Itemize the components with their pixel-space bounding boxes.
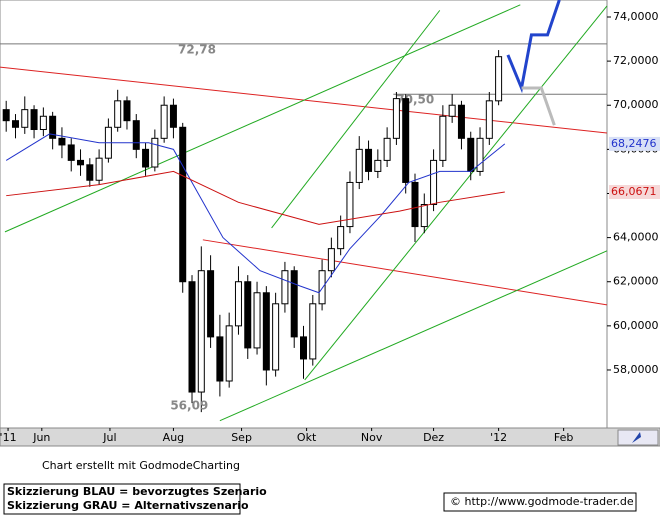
x-tick-label: '11: [0, 431, 17, 444]
candle-body: [309, 303, 317, 360]
candle-body: [411, 181, 419, 228]
candle-body: [244, 281, 252, 349]
x-tick-label: Feb: [554, 431, 573, 444]
candle-body: [30, 109, 38, 131]
candle-body: [262, 292, 270, 371]
candle-body: [39, 115, 47, 131]
candle-body: [49, 115, 57, 139]
candle-body: [300, 336, 307, 360]
legend-box: [3, 483, 241, 515]
moving-average: [6, 170, 505, 225]
candle-body: [21, 109, 29, 128]
candle-body: [86, 164, 94, 181]
y-tick-label: 70,0000: [613, 98, 659, 111]
y-tick-label: 74,0000: [613, 10, 659, 23]
candle-body: [346, 181, 354, 228]
moving-average: [5, 133, 506, 294]
x-tick-label: Okt: [297, 431, 317, 444]
y-tick-label: 64,0000: [613, 231, 659, 244]
candle-body: [114, 100, 122, 128]
x-tick-label: Sep: [231, 431, 252, 444]
trend-line: [271, 10, 441, 229]
x-tick-label: Jun: [32, 431, 50, 444]
candle-body: [430, 159, 438, 206]
level-label: 72,78: [178, 42, 216, 56]
candle-body: [457, 104, 465, 139]
y-tick-label: 58,0000: [613, 363, 659, 376]
legend-text: Skizzierung BLAU = bevorzugtes Szenario: [7, 485, 267, 498]
candle-body: [179, 126, 187, 283]
value-label-box: [609, 185, 660, 200]
trend-line: [304, 5, 608, 381]
credit: Chart erstellt mit GodmodeCharting: [42, 459, 240, 472]
level-label: 70,50: [396, 93, 434, 107]
x-tick-label: Nov: [361, 431, 383, 444]
candle-body: [374, 159, 382, 172]
candle-body: [495, 56, 503, 102]
scenario-path: [506, 0, 561, 94]
x-tick-label: Aug: [163, 431, 184, 444]
tool-icon-glyph: [632, 432, 641, 443]
candle-body: [132, 120, 140, 150]
candle-body: [337, 226, 345, 250]
x-tick-label: '12: [490, 431, 507, 444]
candle-body: [253, 292, 261, 349]
scenario-path: [521, 86, 556, 126]
value-label: 68,2476: [611, 137, 657, 150]
candle-body: [225, 325, 233, 382]
candle-body: [467, 137, 475, 172]
candle-body: [77, 159, 85, 166]
candle-body: [151, 137, 159, 168]
candle-body: [355, 148, 363, 183]
low-label: 56,09: [170, 399, 208, 413]
candle-body: [272, 303, 280, 371]
candle-body: [67, 144, 75, 161]
candle-body: [234, 281, 242, 327]
candle-body: [402, 98, 410, 183]
candle-body: [485, 100, 493, 139]
x-tick-label: Jul: [102, 431, 116, 444]
candle-body: [476, 137, 484, 172]
candle-body: [216, 336, 224, 382]
candle-body: [169, 104, 177, 128]
candle-body: [439, 115, 447, 161]
y-tick-label: 62,0000: [613, 275, 659, 288]
source-box: [443, 492, 637, 512]
candle-body: [197, 270, 205, 393]
candle-body: [95, 157, 103, 181]
candle-body: [58, 137, 66, 146]
trend-line: [219, 250, 608, 422]
candle-body: [365, 148, 373, 172]
source: © http://www.godmode-trader.de: [450, 495, 634, 508]
y-tick-label: 60,0000: [613, 319, 659, 332]
candle-body: [383, 137, 391, 161]
candle-body: [142, 148, 150, 168]
trend-line: [202, 239, 608, 306]
candle-body: [160, 104, 168, 139]
x-tick-label: Dez: [423, 431, 444, 444]
y-tick-label: 72,0000: [613, 54, 659, 67]
candle-body: [2, 109, 10, 122]
candle-body: [420, 204, 428, 228]
candle-body: [392, 98, 400, 139]
candle-body: [327, 248, 335, 272]
candle-body: [448, 104, 456, 117]
candle-body: [188, 281, 196, 393]
value-label: 66,0671: [611, 185, 657, 198]
value-label-box: [609, 136, 660, 151]
legend-text: Skizzierung GRAU = Alternativszenario: [7, 499, 249, 512]
candle-body: [123, 100, 131, 122]
candle-body: [290, 270, 298, 338]
trend-line: [4, 4, 521, 233]
candle-body: [11, 120, 19, 128]
x-axis-bar: [0, 427, 660, 447]
candle-body: [318, 270, 326, 305]
candle-body: [207, 270, 215, 338]
candle-body: [281, 270, 289, 305]
